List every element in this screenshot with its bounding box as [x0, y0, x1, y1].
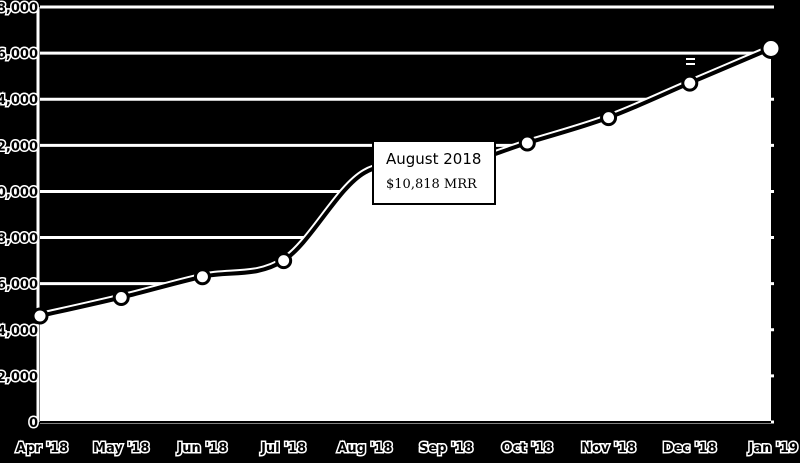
data-point-8[interactable] — [683, 76, 697, 90]
x-tick-label-5: Sep '18 — [419, 441, 473, 456]
x-tick-label-6: Oct '18 — [502, 441, 554, 456]
area-fill-top — [40, 49, 771, 423]
y-tick-label-3: 6,000 — [0, 278, 38, 293]
x-tick-label-1: May '18 — [93, 441, 149, 456]
x-tick-label-2: Jun '18 — [176, 441, 227, 456]
data-point-2[interactable] — [195, 270, 209, 284]
y-tick-label-1: 2,000 — [0, 370, 38, 385]
y-tick-label-0: 0 — [29, 416, 38, 431]
x-tick-label-7: Nov '18 — [581, 441, 636, 456]
x-tick-label-0: Apr '18 — [16, 441, 68, 456]
x-tick-label-4: Aug '18 — [337, 441, 392, 456]
y-tick-label-6: 12,000 — [0, 139, 38, 154]
tooltip-title: August 2018 — [386, 150, 484, 168]
y-tick-label-8: 16,000 — [0, 47, 38, 62]
data-point-9[interactable] — [762, 40, 780, 58]
data-point-7[interactable] — [602, 111, 616, 125]
tooltip: August 2018 $10,818 MRR — [372, 140, 496, 205]
menu-icon[interactable] — [686, 58, 695, 65]
data-point-0[interactable] — [33, 309, 47, 323]
x-tick-label-3: Jul '18 — [260, 441, 306, 456]
x-tick-label-8: Dec '18 — [663, 441, 717, 456]
y-tick-label-9: 18,000 — [0, 1, 38, 16]
tooltip-value: $10,818 MRR — [386, 177, 484, 192]
x-tick-label-9: Jan '19 — [748, 441, 798, 456]
y-tick-label-4: 8,000 — [0, 232, 38, 247]
data-point-1[interactable] — [114, 291, 128, 305]
data-point-3[interactable] — [277, 254, 291, 268]
y-tick-label-5: 10,000 — [0, 185, 38, 200]
y-tick-label-7: 14,000 — [0, 93, 38, 108]
y-tick-label-2: 4,000 — [0, 324, 38, 339]
data-point-6[interactable] — [520, 136, 534, 150]
